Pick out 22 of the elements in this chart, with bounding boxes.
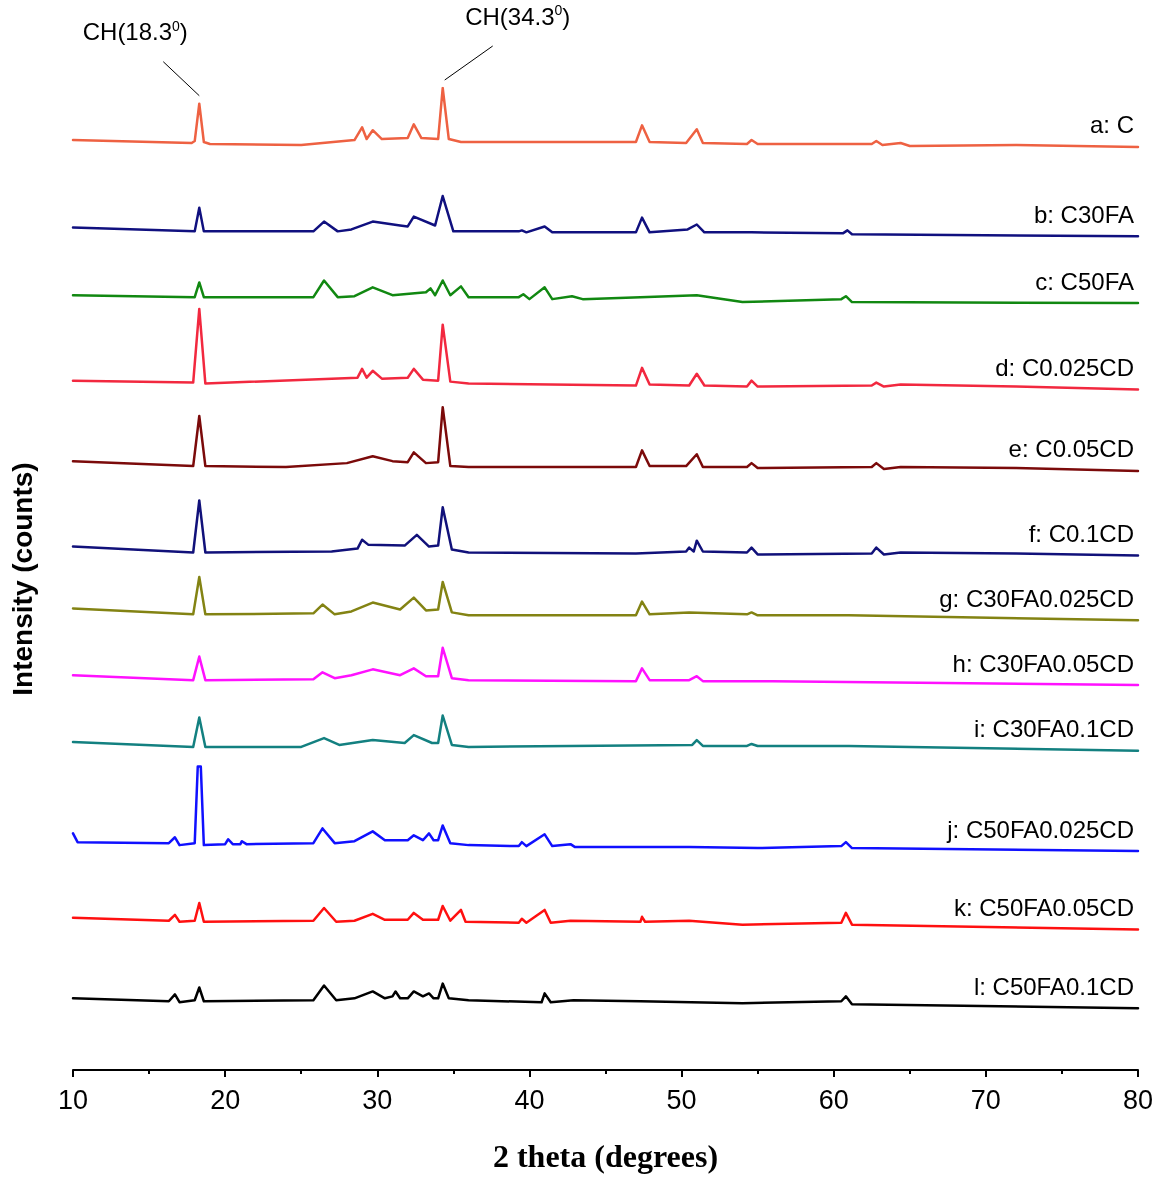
series-label: k: C50FA0.05CD	[953, 894, 1134, 922]
x-tick-label: 80	[1122, 1084, 1154, 1115]
x-tick-label: 20	[210, 1084, 241, 1115]
series-label: h: C30FA0.05CD	[952, 649, 1134, 677]
series-label: a: C	[1089, 111, 1134, 139]
series-label: c: C50FA	[1035, 267, 1134, 295]
series-label: f: C0.1CD	[1028, 519, 1134, 547]
x-tick-label: 30	[362, 1084, 393, 1115]
series-label: b: C30FA	[1033, 200, 1134, 228]
series-label: e: C0.05CD	[1008, 435, 1134, 463]
x-tick-label: 40	[514, 1084, 545, 1115]
x-tick-label: 70	[970, 1084, 1001, 1115]
y-axis-title: Intensity (counts)	[6, 462, 38, 696]
x-tick-label: 50	[666, 1084, 697, 1115]
series-label: g: C30FA0.025CD	[939, 584, 1134, 612]
x-axis-title: 2 theta (degrees)	[492, 1138, 719, 1174]
series-label: d: C0.025CD	[995, 353, 1134, 381]
series-label: i: C30FA0.1CD	[973, 715, 1134, 743]
x-tick-label: 60	[818, 1084, 849, 1115]
series-label: l: C50FA0.1CD	[973, 972, 1134, 1000]
x-tick-label: 10	[57, 1084, 89, 1115]
series-label: j: C50FA0.025CD	[946, 815, 1134, 843]
